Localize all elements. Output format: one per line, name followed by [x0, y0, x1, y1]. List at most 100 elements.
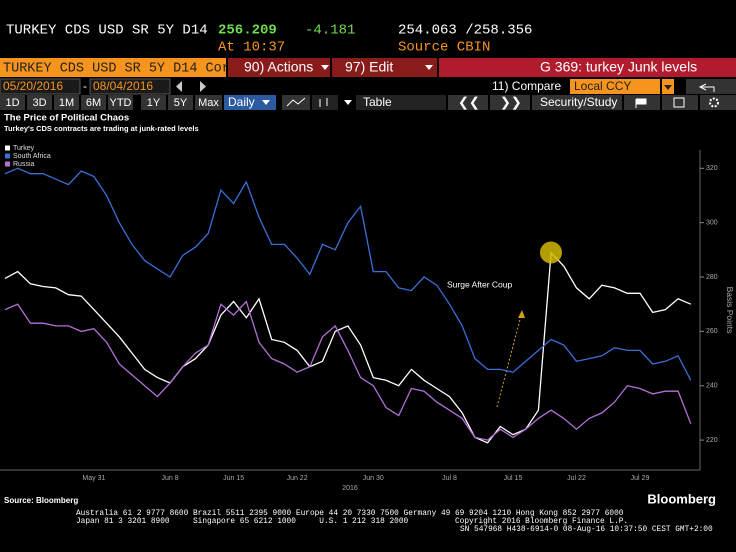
source: Source: Bloomberg	[4, 496, 78, 505]
x-tick-label: Jun 15	[223, 475, 244, 482]
series-line	[4, 300, 692, 441]
page-title: G 369: turkey Junk levels	[540, 59, 697, 75]
currency-field[interactable]	[570, 79, 660, 94]
edit-icon	[673, 97, 685, 108]
range-label[interactable]: 1M	[59, 97, 74, 109]
range-label[interactable]: 6M	[86, 97, 101, 109]
prev-icon: ❮❮	[458, 94, 480, 110]
range-label[interactable]: Max	[198, 97, 219, 109]
x-tick-label: Jul 29	[631, 475, 650, 482]
brand: Bloomberg	[647, 491, 716, 506]
next-arrow[interactable]	[200, 81, 206, 92]
settings-icon	[709, 97, 719, 108]
actions[interactable]: 90) Actions	[244, 59, 313, 75]
back-icon	[698, 83, 715, 92]
range-button[interactable]	[81, 95, 106, 110]
study-button[interactable]	[532, 95, 622, 110]
time: At 10:37	[218, 40, 285, 56]
y-tick-label: 280	[706, 274, 718, 281]
currency[interactable]: Local CCY	[574, 79, 631, 93]
x-tick-label: Jun 22	[287, 475, 308, 482]
prev-page[interactable]	[448, 95, 488, 110]
legend-label: Russia	[13, 161, 35, 168]
legend-label: South Africa	[13, 153, 51, 160]
range-button[interactable]	[0, 95, 25, 110]
dropdown-arrow	[321, 65, 329, 70]
date-separator: -	[83, 79, 87, 93]
bar-tool[interactable]	[312, 95, 338, 110]
y-tick-label: 300	[706, 220, 718, 227]
page-bar	[439, 58, 736, 77]
actions-button[interactable]	[228, 58, 330, 77]
study[interactable]: Security/Study	[540, 95, 617, 109]
dropdown-arrow	[344, 100, 352, 105]
bar-icon	[319, 98, 328, 107]
range-label[interactable]: YTD	[110, 97, 132, 109]
series-line	[4, 167, 692, 381]
flag-icon	[635, 98, 647, 108]
y-tick-label: 260	[706, 328, 718, 335]
x-tick-label: Jun 8	[162, 475, 179, 482]
x-tick-label: May 31	[82, 475, 105, 482]
range-label[interactable]: 3D	[32, 97, 46, 109]
dropdown-arrow	[262, 100, 270, 105]
legend-swatch	[5, 161, 10, 167]
x-axis-label: 2016	[342, 485, 358, 492]
change: -4.181	[305, 23, 355, 39]
y-tick-label: 240	[706, 383, 718, 390]
range-button[interactable]	[108, 95, 133, 110]
chart-title: The Price of Political Chaos	[4, 113, 129, 124]
prev-arrow[interactable]	[176, 81, 182, 92]
frequency[interactable]: Daily	[228, 95, 255, 109]
next-page[interactable]	[490, 95, 530, 110]
security-field[interactable]	[0, 58, 226, 77]
y-tick-label: 220	[706, 437, 718, 444]
range-label[interactable]: 5Y	[174, 97, 188, 109]
security[interactable]: TURKEY CDS USD SR 5Y D14 Cor	[3, 62, 230, 77]
end-date[interactable]: 08/04/2016	[93, 79, 153, 93]
last-price: 256.209	[218, 23, 277, 39]
table-button[interactable]	[356, 95, 446, 110]
chart-subtitle: Turkey's CDS contracts are trading at ju…	[4, 124, 199, 133]
arrow-head	[518, 310, 525, 318]
x-tick-label: Jul 15	[504, 475, 523, 482]
footer-line: Japan 81 3 3201 8900 Singapore 65 6212 1…	[76, 518, 628, 526]
footer-line: SN 547968 H438-6914-0 08-Aug-16 10:37:50…	[460, 526, 713, 534]
range-button[interactable]	[141, 95, 166, 110]
ticker: TURKEY CDS USD SR 5Y D14	[6, 23, 208, 39]
range-label[interactable]: 1D	[5, 97, 19, 109]
edit-note-button[interactable]	[662, 95, 698, 110]
x-tick-label: Jul 22	[567, 475, 586, 482]
range-button[interactable]	[54, 95, 79, 110]
compare[interactable]: 11) Compare	[492, 79, 561, 93]
x-tick-label: Jul 8	[442, 475, 457, 482]
end-date-field[interactable]	[89, 78, 171, 95]
line-icon	[286, 97, 306, 107]
y-axis-label: Basis Points	[725, 287, 735, 334]
series-line	[4, 251, 692, 444]
start-date-field[interactable]	[0, 78, 81, 95]
highlight-circle	[540, 241, 562, 264]
edit[interactable]: 97) Edit	[345, 59, 393, 75]
start-date[interactable]: 05/20/2016	[3, 79, 63, 93]
dropdown-arrow	[664, 85, 672, 90]
edit-button[interactable]	[332, 58, 437, 77]
footer-line: Australia 61 2 9777 8600 Brazil 5511 239…	[76, 510, 624, 518]
dropdown-arrow	[425, 65, 433, 70]
range-button[interactable]	[27, 95, 52, 110]
annotation: Surge After Coup	[447, 279, 512, 289]
next-icon: ❯❯	[500, 94, 522, 110]
legend-swatch	[5, 153, 10, 159]
y-tick-label: 320	[706, 165, 718, 172]
source-code: Source CBIN	[398, 40, 490, 56]
range-button[interactable]	[168, 95, 193, 110]
annotation-arrow	[496, 311, 523, 408]
range-button[interactable]	[195, 95, 222, 110]
legend-swatch	[5, 145, 10, 151]
table[interactable]: Table	[363, 95, 392, 109]
bid-ask: 254.063 /258.356	[398, 23, 532, 39]
legend-label: Turkey	[13, 145, 35, 152]
range-label[interactable]: 1Y	[147, 97, 161, 109]
frequency-button[interactable]	[224, 95, 276, 110]
